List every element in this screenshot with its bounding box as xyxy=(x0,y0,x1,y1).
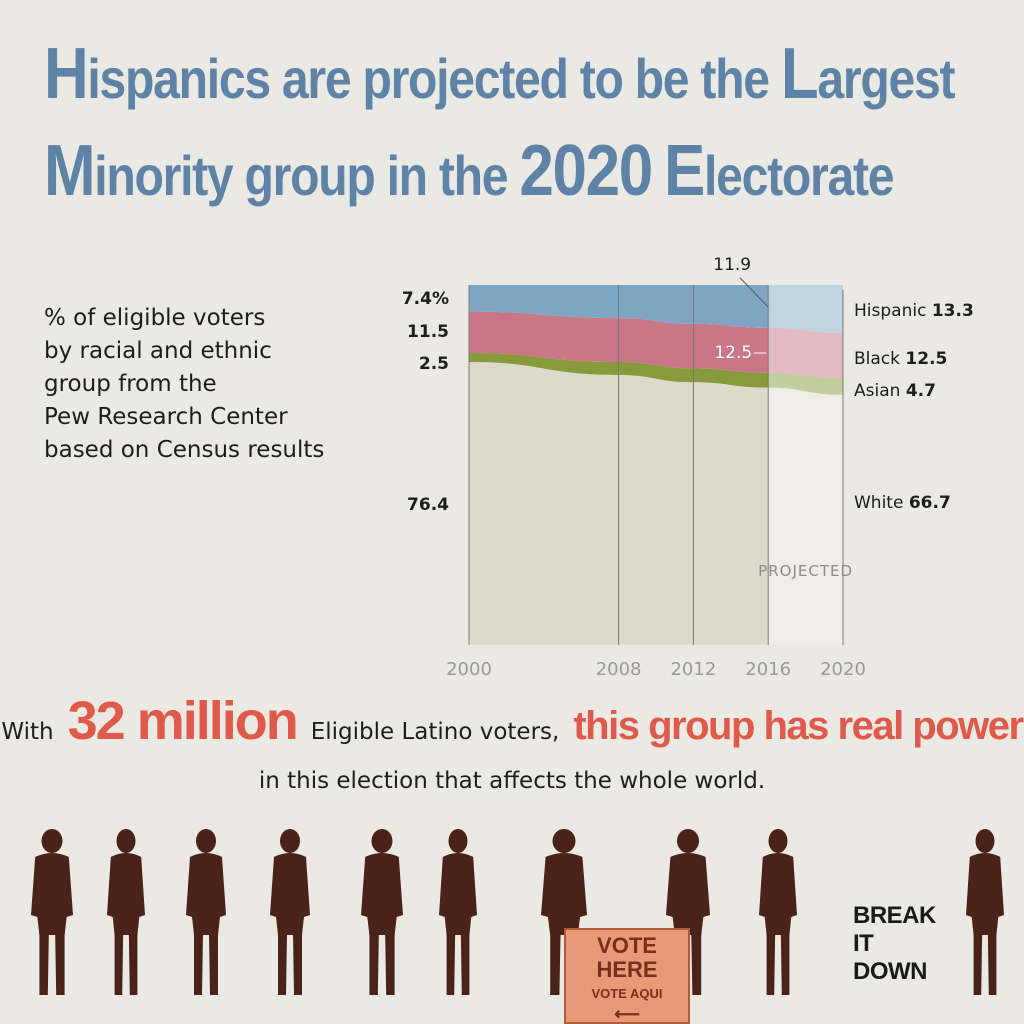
area-white-projected xyxy=(768,387,843,645)
projected-label: PROJECTED xyxy=(758,562,853,580)
end-label-hispanic: Hispanic 13.3 xyxy=(854,301,974,321)
series-end-value: 13.3 xyxy=(932,301,974,321)
subtitle-line: group from the xyxy=(44,371,217,397)
title-line-1: Hispanics are projected to be the Larges… xyxy=(44,28,956,125)
annotation-hispanic-2016: 11.9 xyxy=(713,255,751,275)
start-value-label-black: 11.5 xyxy=(407,322,449,342)
title-initial: E xyxy=(664,131,705,211)
voter-silhouette xyxy=(107,829,145,995)
callout-pre: With xyxy=(1,719,54,745)
brand-logo: BREAK IT DOWN xyxy=(853,902,936,986)
series-end-value: 66.7 xyxy=(909,493,951,513)
voter-silhouette xyxy=(186,829,226,995)
sign-text: VOTE AQUI xyxy=(591,986,663,1001)
x-tick-label: 2012 xyxy=(670,659,716,680)
subtitle-line: % of eligible voters xyxy=(44,305,266,331)
title-line-2: Minority group in the 2020 Electorate xyxy=(44,125,894,222)
series-name: Asian xyxy=(854,381,906,401)
logo-line: IT xyxy=(853,930,874,957)
title-initial: H xyxy=(44,34,89,114)
start-value-label-hispanic: 7.4% xyxy=(402,289,449,309)
callout-line-1: With 32 million Eligible Latino voters, … xyxy=(0,690,1024,752)
callout-number: 32 million xyxy=(67,691,299,751)
series-end-value: 12.5 xyxy=(905,349,947,369)
annotation-leader-hispanic xyxy=(739,277,769,308)
chart-subtitle: % of eligible voters by racial and ethni… xyxy=(44,302,404,467)
series-end-value: 4.7 xyxy=(906,381,936,401)
voter-silhouette xyxy=(270,829,310,995)
title-text: inority group in the xyxy=(94,144,520,207)
voter-silhouette xyxy=(541,829,587,995)
area-black-projected xyxy=(768,327,843,378)
subtitle-line: by racial and ethnic xyxy=(44,338,272,364)
sign-text: VOTE xyxy=(597,933,657,958)
start-value-label-asian: 2.5 xyxy=(419,354,449,374)
logo-line: DOWN xyxy=(853,958,927,985)
series-name: Hispanic xyxy=(854,301,932,321)
title-text: ispanics are projected to be the xyxy=(87,47,781,110)
callout-highlight: this group has real power xyxy=(573,704,1024,748)
voters-line-illustration xyxy=(31,829,1004,995)
x-tick-label: 2008 xyxy=(596,659,642,680)
voter-silhouette xyxy=(759,829,797,995)
voter-silhouette xyxy=(966,829,1004,995)
vote-here-sign: VOTE HERE VOTE AQUI ⟵ xyxy=(564,928,690,1024)
series-name: White xyxy=(854,493,909,513)
callout-line-2: in this election that affects the whole … xyxy=(258,768,766,794)
subtitle-line: Pew Research Center xyxy=(44,404,288,430)
area-asian-projected xyxy=(768,372,843,395)
voter-silhouette xyxy=(31,829,73,995)
sign-text: HERE xyxy=(596,957,658,982)
stacked-area-chart: 2000 2008 2012 2016 2020 7.4% 11.5 2.5 76.4 Hispa… xyxy=(402,255,974,680)
area-hispanic-projected xyxy=(768,285,843,333)
callout-mid: Eligible Latino voters, xyxy=(310,719,560,745)
title-initial: 2020 xyxy=(519,131,653,211)
title-initial: M xyxy=(44,131,96,211)
title-initial: L xyxy=(780,34,819,114)
arrow-left-icon: ⟵ xyxy=(614,1004,640,1024)
logo-line: BREAK xyxy=(853,902,936,929)
voter-silhouette xyxy=(439,829,477,995)
start-value-label-white: 76.4 xyxy=(407,495,449,515)
voter-silhouette xyxy=(666,829,710,995)
x-tick-label: 2020 xyxy=(820,659,866,680)
x-tick-label: 2000 xyxy=(446,659,492,680)
end-label-asian: Asian 4.7 xyxy=(854,381,936,401)
x-tick-label: 2016 xyxy=(745,659,791,680)
voter-silhouette xyxy=(361,829,403,995)
title-text: lectorate xyxy=(704,144,894,207)
end-label-black: Black 12.5 xyxy=(854,349,947,369)
subtitle-line: based on Census results xyxy=(44,437,325,463)
end-label-white: White 66.7 xyxy=(854,493,951,513)
annotation-black-2016: 12.5 xyxy=(714,343,752,363)
series-name: Black xyxy=(854,349,905,369)
title-text: argest xyxy=(817,47,955,110)
page-title: Hispanics are projected to be the Larges… xyxy=(44,28,956,222)
